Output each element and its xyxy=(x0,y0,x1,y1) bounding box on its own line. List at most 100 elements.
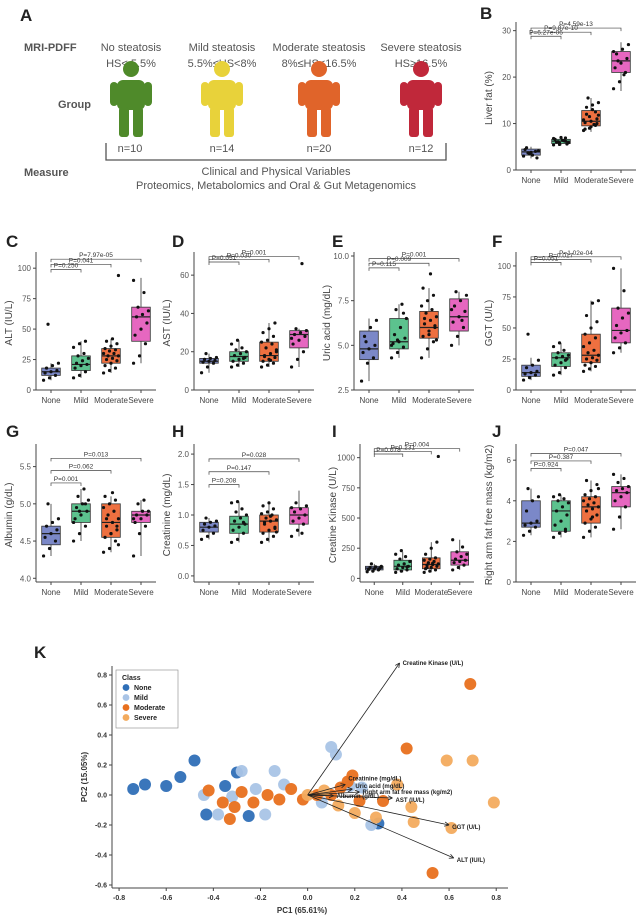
panel-letter-k: K xyxy=(34,643,47,662)
x-tick-label-mild: Mild xyxy=(74,588,89,597)
significance-bracket xyxy=(208,256,300,260)
data-point xyxy=(77,509,82,513)
x-tick-label: -0.8 xyxy=(113,895,125,902)
y-axis-label: Albumin (g/dL) xyxy=(4,482,15,547)
data-point xyxy=(436,454,440,459)
data-point xyxy=(461,325,466,330)
data-point xyxy=(524,509,529,513)
data-point xyxy=(452,561,456,565)
data-point xyxy=(106,513,110,517)
data-point xyxy=(49,532,53,536)
data-point xyxy=(586,351,590,355)
measure-line-1: Clinical and Physical Variables xyxy=(201,166,351,178)
data-point xyxy=(199,537,204,541)
data-point xyxy=(430,308,434,312)
x-tick-label-none: None xyxy=(365,588,385,597)
y-tick-label: 250 xyxy=(342,544,356,553)
person-icon-moderate xyxy=(298,61,340,137)
x-tick-label-none: None xyxy=(41,396,61,405)
data-point xyxy=(107,546,112,551)
data-point xyxy=(115,359,119,363)
data-point xyxy=(562,348,566,352)
data-point xyxy=(458,299,463,303)
y-tick-label: 0 xyxy=(507,386,512,395)
data-point xyxy=(53,373,58,377)
pca-biplot-k: K -0.8 -0.6 -0.4 -0.2 0.0 0.2 0.4 0.6 0.8 -0.6 -0.4… xyxy=(34,643,508,915)
data-point xyxy=(526,487,530,491)
n-moderate: n=20 xyxy=(306,143,332,155)
data-point xyxy=(240,507,244,511)
data-point xyxy=(556,140,560,144)
data-point xyxy=(115,342,119,346)
box-mild xyxy=(393,559,412,571)
data-point xyxy=(55,528,59,532)
data-point xyxy=(619,61,623,65)
mri-pdff-label: MRI-PDFF xyxy=(24,42,77,54)
data-point xyxy=(455,334,460,338)
data-point xyxy=(295,357,300,361)
loading-arrow xyxy=(307,662,400,796)
data-point xyxy=(44,366,49,370)
data-point xyxy=(131,361,136,365)
data-point xyxy=(595,482,599,487)
data-point xyxy=(535,369,539,373)
data-point xyxy=(238,516,243,520)
data-point xyxy=(292,510,297,514)
data-point xyxy=(562,497,566,501)
data-point xyxy=(73,517,77,521)
data-point xyxy=(427,333,431,337)
legend-swatch-none xyxy=(122,684,130,691)
data-point xyxy=(298,330,303,335)
significance-bracket xyxy=(373,450,432,455)
data-point xyxy=(41,378,46,382)
data-point xyxy=(80,502,85,506)
data-point xyxy=(104,517,109,521)
pca-point-moderate xyxy=(346,769,359,782)
x-tick-label-moderate: Moderate xyxy=(574,396,608,405)
data-point xyxy=(402,562,406,566)
data-point xyxy=(133,520,137,525)
data-point xyxy=(270,342,274,346)
data-point xyxy=(563,136,568,140)
data-point xyxy=(431,293,436,297)
data-point xyxy=(614,489,619,493)
data-point xyxy=(110,491,115,495)
pca-point-moderate xyxy=(400,742,413,755)
data-point xyxy=(235,338,240,342)
data-point xyxy=(586,503,590,507)
data-point xyxy=(214,519,219,523)
data-point xyxy=(553,523,557,527)
data-point xyxy=(614,323,619,328)
data-point xyxy=(271,507,276,511)
x-tick-label-severe: Severe xyxy=(446,396,472,405)
data-point xyxy=(464,293,469,297)
data-point xyxy=(396,563,401,567)
data-point xyxy=(560,354,565,359)
data-point xyxy=(595,358,599,362)
data-point xyxy=(304,504,309,508)
data-point xyxy=(394,308,398,312)
data-point xyxy=(214,355,219,360)
data-point xyxy=(584,357,589,361)
data-point xyxy=(589,125,593,129)
data-point xyxy=(523,372,527,376)
data-point xyxy=(112,351,116,356)
data-point xyxy=(394,570,398,574)
data-point xyxy=(80,359,85,363)
data-point xyxy=(389,356,394,360)
data-point xyxy=(373,343,377,347)
data-point xyxy=(581,344,586,349)
significance-bracket xyxy=(530,35,562,40)
p-value-label: P=0.387 xyxy=(549,454,574,461)
data-point xyxy=(590,108,595,112)
x-tick-label-none: None xyxy=(199,588,219,597)
loading-label: Uric acid (mg/dL) xyxy=(355,784,404,790)
loading-arrow xyxy=(307,791,360,796)
data-point xyxy=(424,311,428,315)
data-point xyxy=(521,533,526,537)
x-tick-label-moderate: Moderate xyxy=(252,588,286,597)
x-tick-label: 0.8 xyxy=(491,895,501,902)
data-point xyxy=(294,327,298,331)
data-point xyxy=(237,357,241,361)
data-point xyxy=(291,342,295,346)
